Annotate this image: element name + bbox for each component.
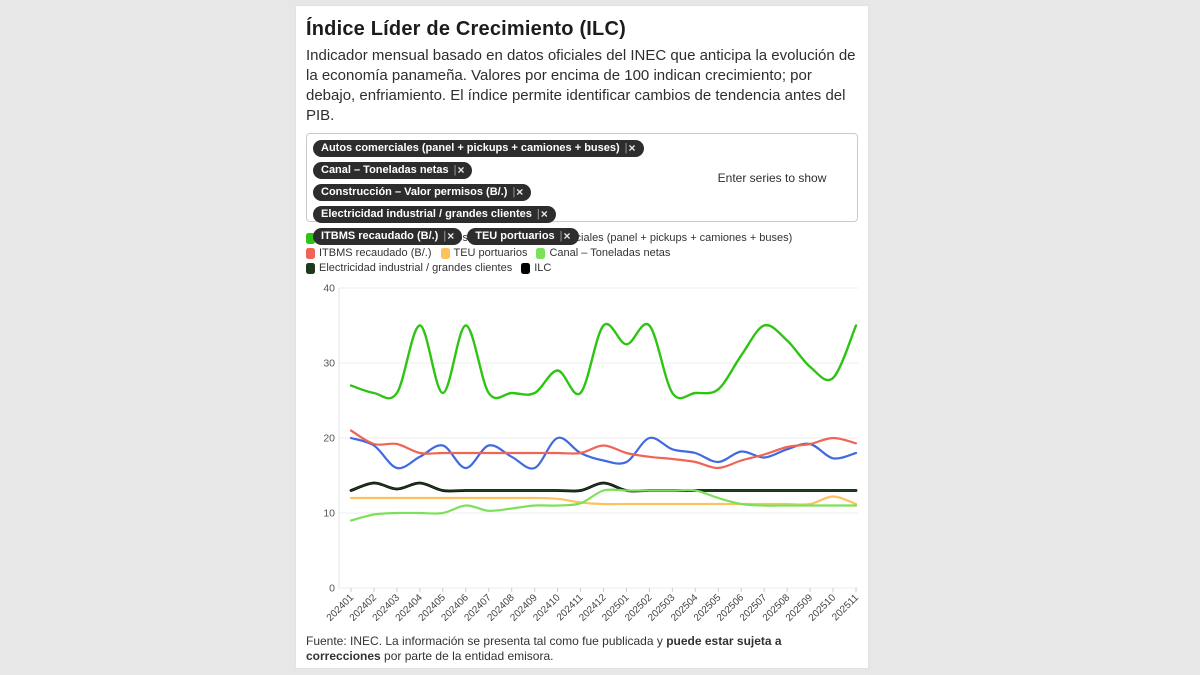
chart-line-itbms: [349, 429, 858, 470]
series-chip[interactable]: Construcción – Valor permisos (B/.) | ×: [313, 184, 532, 201]
series-chip-label: ITBMS recaudado (B/.): [321, 230, 439, 242]
legend-label: ILC: [534, 262, 552, 274]
chart-card: Índice Líder de Crecimiento (ILC) Indica…: [295, 5, 869, 669]
chip-remove-icon[interactable]: ×: [516, 185, 524, 199]
y-axis-label: 10: [323, 508, 335, 520]
chip-separator: |: [512, 186, 516, 198]
source-note-bold: puede estar sujeta a correcciones: [306, 634, 782, 663]
y-axis-label: 20: [323, 433, 335, 445]
chip-remove-icon[interactable]: ×: [457, 163, 465, 177]
page-title: Índice Líder de Crecimiento (ILC): [306, 18, 626, 40]
series-chip[interactable]: TEU portuarios | ×: [467, 228, 579, 245]
chip-remove-icon[interactable]: ×: [563, 229, 571, 243]
chip-separator: |: [559, 230, 563, 242]
chip-remove-icon[interactable]: ×: [628, 141, 636, 155]
legend-swatch-electricidad: [306, 262, 315, 274]
legend-swatch-itbms: [306, 247, 315, 259]
y-axis-label: 0: [329, 583, 335, 595]
series-chip[interactable]: Electricidad industrial / grandes client…: [313, 206, 556, 223]
source-note-text-2: por parte de la entidad emisora.: [380, 649, 554, 663]
source-note-text: Fuente: INEC. La información se presenta…: [306, 634, 667, 648]
chip-remove-icon[interactable]: ×: [540, 207, 548, 221]
chip-separator: |: [443, 230, 447, 242]
legend-swatch-construccion: [306, 232, 315, 244]
legend-swatch-ilc: [521, 262, 531, 274]
legend-label: TEU portuarios: [453, 247, 528, 259]
legend-item-ilc[interactable]: ILC: [521, 261, 551, 275]
y-axis-label: 40: [323, 283, 335, 295]
chart-line-teu: [349, 495, 858, 506]
chip-separator: |: [624, 142, 628, 154]
source-note: Fuente: INEC. La información se presenta…: [306, 634, 858, 664]
chip-remove-icon[interactable]: ×: [447, 229, 455, 243]
legend-item-electricidad[interactable]: Electricidad industrial / grandes client…: [306, 261, 512, 275]
series-chip-label: TEU portuarios: [475, 230, 555, 242]
series-select-input[interactable]: Autos comerciales (panel + pickups + cam…: [306, 133, 858, 245]
legend-label: ITBMS recaudado (B/.): [319, 247, 432, 259]
x-axis-label: 202511: [830, 592, 861, 623]
series-chip-label: Electricidad industrial / grandes client…: [321, 208, 532, 220]
legend-item-teu[interactable]: TEU portuarios: [440, 246, 528, 260]
series-chip-label: Construcción – Valor permisos (B/.): [321, 186, 508, 198]
series-chip-label: Autos comerciales (panel + pickups + cam…: [321, 142, 620, 154]
legend-swatch-canal: [536, 247, 546, 259]
legend-label: Autos comerciales (panel + pickups + cam…: [513, 232, 793, 244]
chip-separator: |: [453, 164, 457, 176]
y-axis-label: 30: [323, 358, 335, 370]
series-input-placeholder[interactable]: Enter series to show: [717, 170, 827, 185]
chart-description: Indicador mensual basado en datos oficia…: [306, 47, 856, 124]
legend-item-itbms[interactable]: ITBMS recaudado (B/.): [306, 246, 432, 260]
chart-line-construccion: [349, 322, 858, 400]
chip-separator: |: [536, 208, 540, 220]
legend-swatch-teu: [440, 247, 450, 259]
series-chip[interactable]: Canal – Toneladas netas | ×: [313, 162, 473, 179]
legend-item-canal[interactable]: Canal – Toneladas netas: [536, 246, 670, 260]
series-chip[interactable]: ITBMS recaudado (B/.) | ×: [313, 228, 463, 245]
selected-series-chips: Autos comerciales (panel + pickups + cam…: [311, 137, 691, 247]
legend-label: Electricidad industrial / grandes client…: [319, 262, 513, 274]
chart-line-autos: [349, 436, 858, 470]
line-chart[interactable]: 0102030402024012024022024032024042024052…: [306, 278, 862, 630]
series-chip[interactable]: Autos comerciales (panel + pickups + cam…: [313, 140, 644, 157]
series-chip-label: Canal – Toneladas netas: [321, 164, 449, 176]
chart-line-electricidad: [350, 482, 857, 492]
legend-label: Canal – Toneladas netas: [549, 247, 671, 259]
chart-line-canal: [349, 488, 858, 522]
